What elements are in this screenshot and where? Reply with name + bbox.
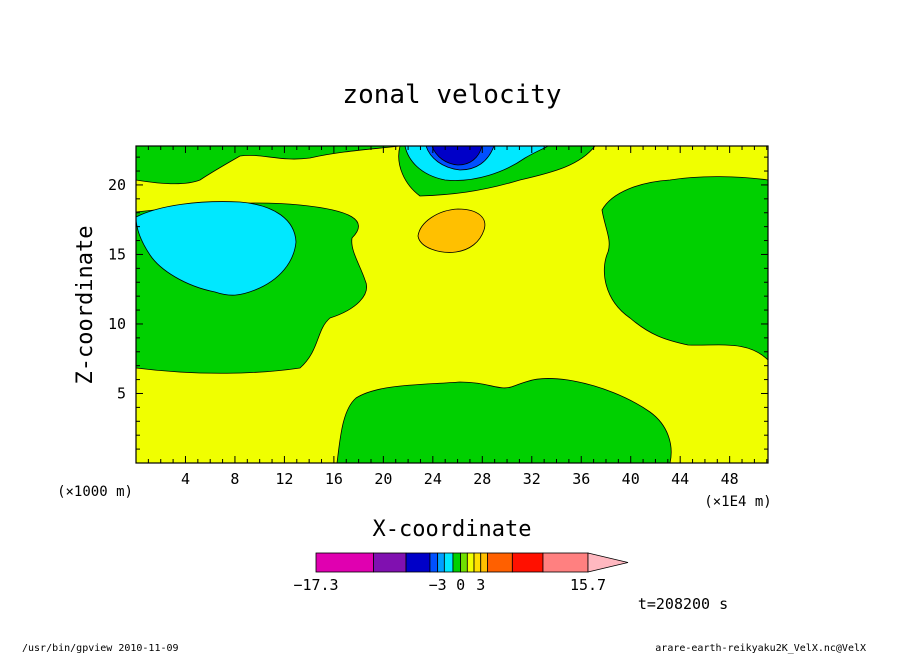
colorbar-segment (542, 552, 589, 573)
footer-right: arare-earth-reikyaku2K_VelX.nc@VelX (655, 643, 866, 654)
x-tick-label: 28 (473, 470, 491, 488)
x-tick-label: 24 (424, 470, 442, 488)
colorbar-segment (315, 552, 374, 573)
contour-darkblue-top-core (431, 146, 483, 166)
colorbar-segment (473, 552, 482, 573)
x-tick-label: 12 (275, 470, 293, 488)
colorbar-label: 3 (476, 576, 485, 594)
x-tick-label: 20 (374, 470, 392, 488)
colorbar-segment (443, 552, 454, 573)
x-axis-label: X-coordinate (373, 517, 532, 542)
x-tick-label: 16 (325, 470, 343, 488)
y-tick-label: 10 (108, 315, 126, 333)
x-tick-label: 36 (572, 470, 590, 488)
colorbar (315, 552, 629, 573)
contour-cyan-left-cell (136, 201, 297, 296)
x-tick-labels: 4 8 12 16 20 24 28 32 36 40 44 48 (181, 470, 739, 488)
colorbar-labels: −17.3 −3 0 3 15.7 (293, 576, 606, 594)
y-tick-labels: 5 10 15 20 (108, 176, 126, 403)
colorbar-segment (437, 552, 445, 573)
colorbar-max-label: 15.7 (570, 576, 606, 594)
colorbar-extend-arrow (587, 552, 629, 573)
x-tick-label: 8 (230, 470, 239, 488)
colorbar-segment (511, 552, 544, 573)
x-tick-label: 48 (721, 470, 739, 488)
contour-green-bottom-mound (336, 378, 672, 463)
chart-title: zonal velocity (342, 80, 561, 110)
footer-left: /usr/bin/gpview 2010-11-09 (22, 643, 179, 654)
colorbar-segment (466, 552, 475, 573)
colorbar-min-label: −17.3 (293, 576, 338, 594)
colorbar-segment (480, 552, 488, 573)
y-tick-label: 5 (117, 384, 126, 402)
contour-green-right-lobe (601, 176, 768, 361)
colorbar-label: −3 (429, 576, 447, 594)
y-axis-label: Z-coordinate (73, 226, 98, 385)
colorbar-segment (460, 552, 468, 573)
x-tick-label: 4 (181, 470, 190, 488)
x-tick-marks (147, 146, 768, 463)
y-tick-label: 15 (108, 245, 126, 263)
contour-orange-center-cell (417, 208, 486, 253)
colorbar-segment (487, 552, 513, 573)
x-unit-right: (×1E4 m) (704, 494, 771, 510)
colorbar-label: 0 (456, 576, 465, 594)
x-unit-left: (×1000 m) (57, 484, 133, 500)
plot-frame (135, 145, 769, 464)
colorbar-segment (429, 552, 439, 573)
colorbar-segment (405, 552, 431, 573)
colorbar-segment (373, 552, 407, 573)
time-label: t=208200 s (638, 595, 728, 613)
colorbar-segment (452, 552, 462, 573)
y-tick-marks (136, 156, 768, 450)
x-tick-label: 40 (622, 470, 640, 488)
y-tick-label: 20 (108, 176, 126, 194)
x-tick-label: 44 (671, 470, 689, 488)
x-tick-label: 32 (523, 470, 541, 488)
